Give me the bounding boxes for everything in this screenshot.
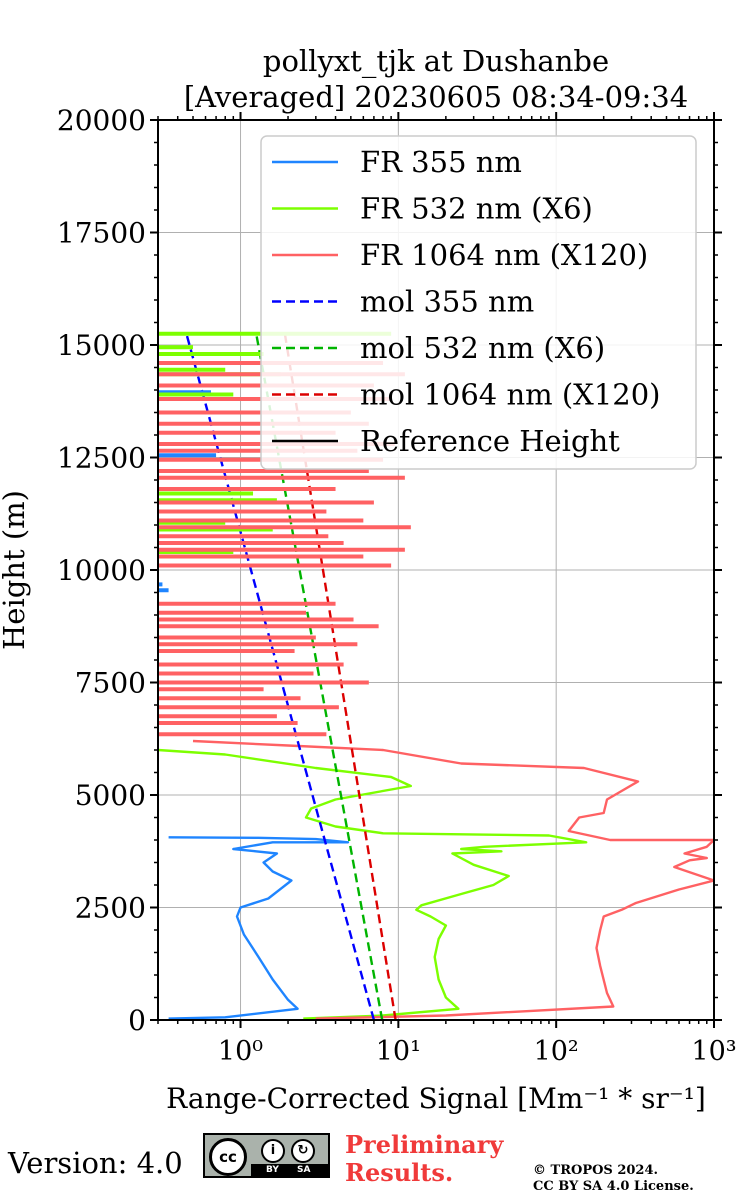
copyright-notice: © TROPOS 2024. CC BY SA 4.0 License. [533,1163,694,1195]
series-line-4 [254,331,384,1020]
share-alike-icon: ↻ [291,1139,315,1163]
preliminary-results-label: Preliminary Results. [345,1131,503,1187]
legend-entry-label: FR 1064 nm (X120) [360,238,648,272]
y-tick-label: 20000 [57,104,146,137]
cc-by-label: BY [266,1165,279,1175]
x-tick-label: 10¹ [376,1036,421,1067]
legend-entry-label: Reference Height [360,424,620,458]
copyright-line-1: © TROPOS 2024. [533,1163,659,1178]
y-tick-label: 15000 [57,329,146,362]
legend-entry-label: FR 532 nm (X6) [360,192,593,226]
cc-sa-label: SA [297,1165,311,1175]
series-line-3 [184,331,376,1020]
y-tick-label: 12500 [57,442,146,475]
y-tick-label: 5000 [75,779,146,812]
legend-entry-label: mol 1064 nm (X120) [360,378,661,412]
results-label: Results. [345,1158,454,1187]
cc-license-badge[interactable]: cc i ↻ BY SA [203,1133,330,1178]
y-axis-label: Height (m) [0,490,31,650]
series-line-2 [192,739,714,1020]
series-line-1 [158,748,588,1020]
y-tick-label: 2500 [75,892,146,925]
y-tick-label: 7500 [75,667,146,700]
legend: FR 355 nm FR 532 nm (X6) FR 1064 nm (X120)… [260,135,697,470]
legend-entry-label: mol 532 nm (X6) [360,331,605,365]
person-icon: i [261,1139,285,1163]
chart-title-line-1: pollyxt_tjk at Dushanbe [262,44,610,78]
legend-entry-label: FR 355 nm [360,145,522,179]
copyright-line-2: CC BY SA 4.0 License. [533,1179,694,1194]
version-label: Version: 4.0 [8,1146,183,1180]
y-tick-label: 0 [128,1004,146,1037]
series-line-0 [168,836,350,1020]
chart-title-line-2: [Averaged] 20230605 08:34-09:34 [183,80,689,114]
x-tick-label: 10⁰ [218,1036,263,1067]
preliminary-label: Preliminary [345,1130,504,1159]
x-tick-label: 10³ [691,1036,736,1067]
y-tick-label: 17500 [57,217,146,250]
cc-logo-icon: cc [209,1138,247,1176]
legend-entry-label: mol 355 nm [360,285,534,319]
x-axis-label: Range-Corrected Signal [Mm⁻¹ * sr⁻¹] [166,1082,706,1115]
y-tick-label: 10000 [57,554,146,587]
x-tick-label: 10² [534,1036,579,1067]
legend-box [260,135,697,470]
